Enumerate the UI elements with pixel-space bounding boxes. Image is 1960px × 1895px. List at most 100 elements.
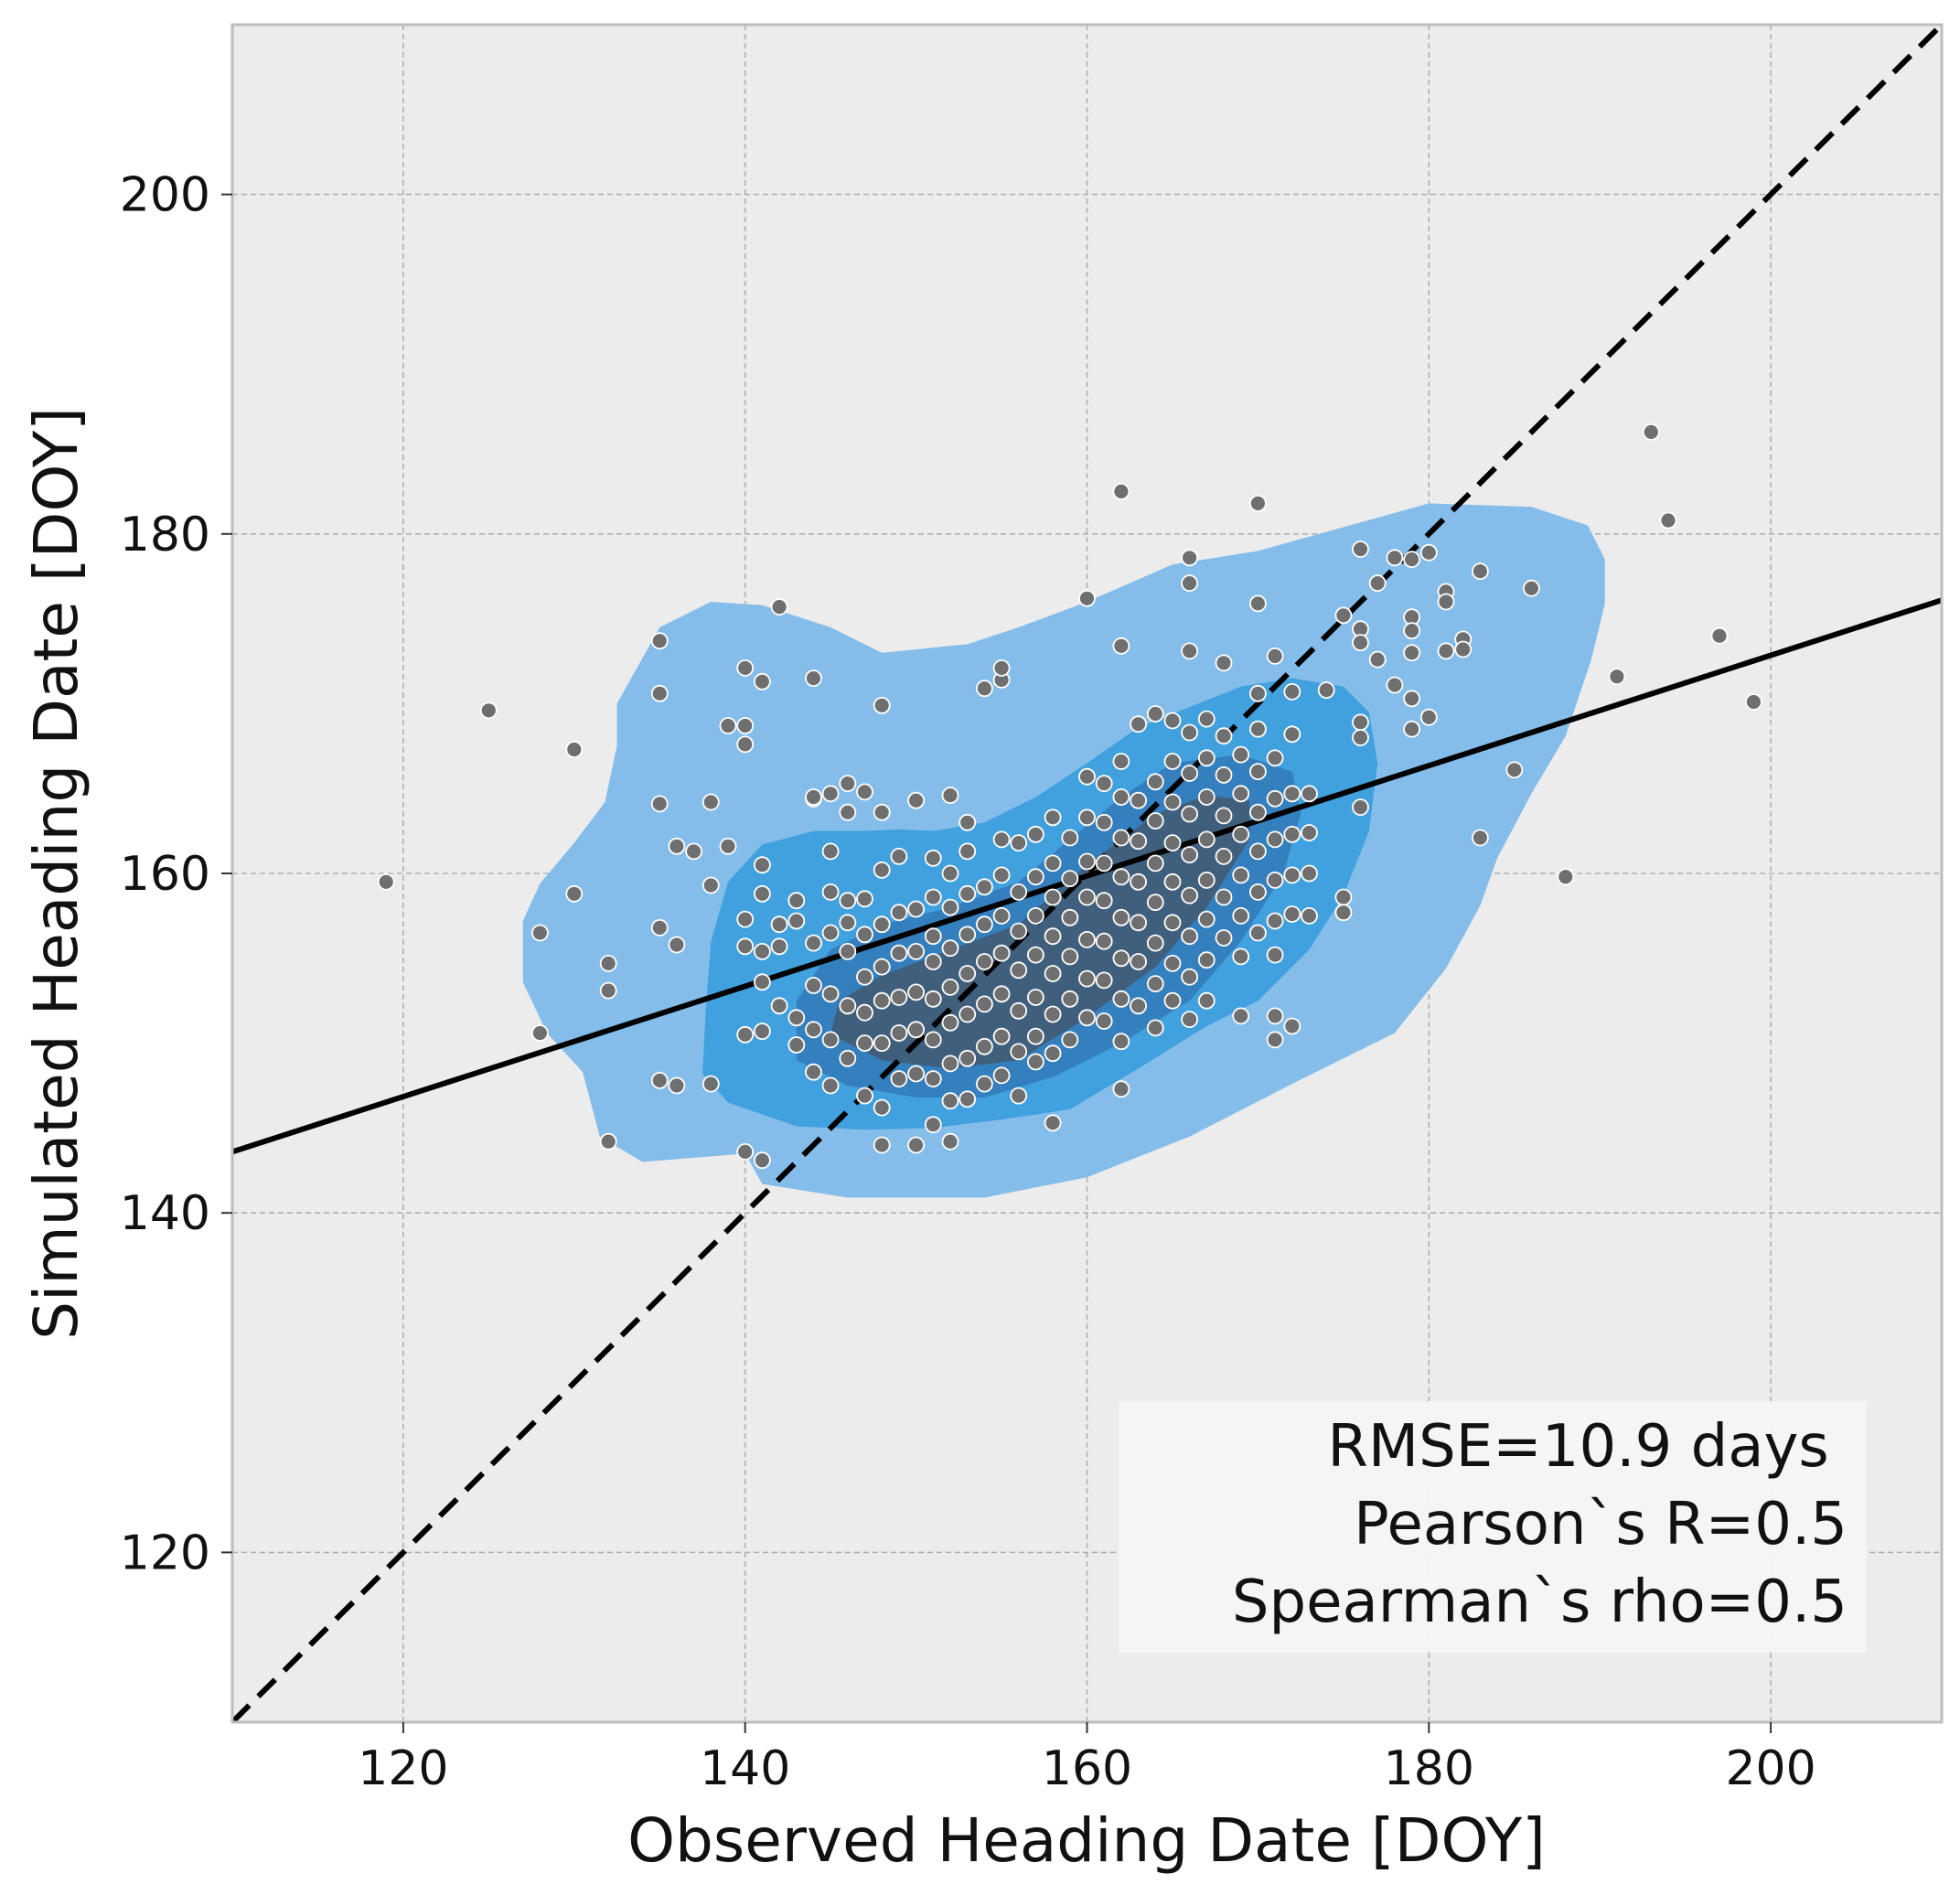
scatter-point [565,741,584,758]
scatter-point [1181,574,1198,592]
scatter-point [1078,931,1096,948]
scatter-point [907,1065,925,1083]
scatter-point [976,915,993,934]
scatter-point [1403,551,1420,568]
scatter-point [1130,832,1147,851]
scatter-point [1095,1012,1113,1030]
grid-lines [232,25,1942,1722]
y-axis-label: Simulated Heading Date [DOY] [21,407,91,1340]
scatter-point [992,907,1011,925]
scatter-point [992,1027,1011,1045]
scatter-point [1010,961,1028,980]
scatter-point [907,1136,925,1154]
scatter-point [736,937,755,956]
scatter-point [1061,829,1079,847]
scatter-point [890,1070,908,1087]
scatter-point [924,1116,942,1134]
scatter-point [941,1092,959,1110]
scatter-point [1301,907,1318,925]
scatter-point [1146,894,1164,911]
scatter-point [1130,791,1147,809]
scatter-point [1044,965,1062,982]
scatter-point [1232,948,1250,966]
scatter-point [770,598,788,616]
scatter-point [599,1132,617,1151]
scatter-point [1557,868,1575,886]
scatter-point [907,900,925,918]
scatter-point [839,943,857,960]
scatter-point [1368,574,1387,592]
scatter-point [959,965,977,982]
scatter-point [805,977,822,994]
scatter-point [1197,749,1216,767]
scatter-point [1249,763,1267,780]
scatter-point [736,1025,755,1044]
scatter-point [1197,830,1216,849]
scatter-point [1112,1033,1130,1051]
scatter-point [1181,927,1198,946]
scatter-point [1044,1114,1062,1132]
scatter-point [1130,953,1147,970]
scatter-point [976,680,993,698]
stats-spearman: Spearman`s rho=0.5 [1232,1568,1848,1636]
scatter-point [1334,904,1353,922]
scatter-point [1027,1027,1044,1045]
scatter-point [941,979,959,996]
scatter-point [685,842,702,861]
scatter-point [1146,934,1164,952]
scatter-point [1283,725,1301,744]
scatter-point [1010,922,1028,940]
scatter-point [1283,866,1301,884]
scatter-point [1317,681,1335,699]
scatter-point [1215,888,1233,906]
scatter-point [1010,1001,1028,1020]
scatter-point [1249,720,1267,738]
scatter-point [754,856,771,874]
scatter-point [1301,864,1318,883]
scatter-point [907,943,925,960]
scatter-point [1215,766,1233,784]
scatter-point [1112,1080,1130,1098]
scatter-point [1044,854,1062,873]
scatter-point [1027,946,1044,964]
scatter-point [856,1087,873,1105]
scatter-point [1403,690,1420,708]
scatter-point [1010,1043,1028,1061]
scatter-point [1232,1007,1250,1025]
scatter-point [1249,684,1267,702]
stats-rmse: RMSE=10.9 days [1327,1413,1848,1481]
scatter-point [1181,549,1198,567]
scatter-point [1130,873,1147,891]
scatter-point [1061,870,1079,887]
scatter-point [736,910,755,928]
scatter-point [599,981,617,1000]
scatter-point [924,1031,942,1049]
scatter-point [1078,888,1096,906]
scatter-point [992,830,1011,849]
scatter-point [1283,785,1301,803]
scatter-point [890,904,908,922]
scatter-point [702,876,720,894]
y-tick-label: 140 [120,1186,210,1241]
scatter-point [1112,868,1130,886]
scatter-point [805,788,822,806]
scatter-point [992,985,1011,1003]
scatter-point [1266,830,1284,849]
scatter-point [856,1003,873,1022]
scatter-point [1112,949,1130,968]
scatter-point [754,1151,771,1170]
scatter-point [890,989,908,1006]
scatter-point [821,1076,840,1095]
scatter-point [1334,606,1353,625]
scatter-point [959,842,977,861]
scatter-point [1146,812,1164,830]
scatter-point [1403,622,1420,639]
scatter-point [719,837,737,855]
scatter-point [907,1021,925,1039]
scatter-point [754,672,771,691]
scatter-point [787,912,806,930]
scatter-point [1146,854,1164,873]
scatter-point [1112,908,1130,926]
stats-pearson: Pearson`s R=0.5 [1354,1491,1848,1558]
